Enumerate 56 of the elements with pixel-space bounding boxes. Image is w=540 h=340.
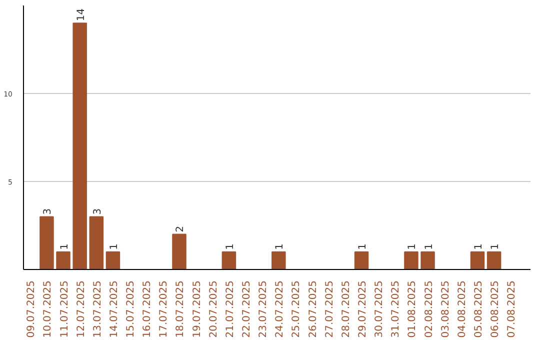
- data-label: 1: [224, 244, 236, 250]
- bar: [89, 216, 104, 270]
- x-tick-label: 04.08.2025: [456, 280, 468, 338]
- x-tick-label: 15.07.2025: [126, 280, 137, 338]
- x-tick-label: 06.08.2025: [490, 280, 502, 338]
- x-tick-label: 22.07.2025: [242, 280, 253, 338]
- data-label: 1: [490, 244, 502, 250]
- x-tick-label: 20.07.2025: [208, 280, 220, 338]
- data-label: 1: [59, 244, 70, 250]
- data-label: 1: [108, 244, 120, 250]
- x-tick-label: 05.08.2025: [473, 280, 484, 338]
- data-label: 1: [473, 244, 484, 250]
- x-tick-label: 30.07.2025: [374, 280, 386, 338]
- data-label: 1: [424, 244, 435, 250]
- x-tick-label: 16.07.2025: [142, 280, 154, 338]
- data-label: 2: [175, 226, 186, 232]
- x-tick-label: 02.08.2025: [424, 280, 435, 338]
- x-tick-label: 17.07.2025: [158, 280, 170, 338]
- x-tick-label: 03.08.2025: [440, 280, 452, 338]
- bar: [72, 22, 87, 270]
- x-tick-label: 31.07.2025: [390, 280, 402, 338]
- bar: [486, 251, 502, 270]
- x-tick-label: 26.07.2025: [308, 280, 319, 338]
- x-tick-label: 09.07.2025: [26, 280, 38, 338]
- x-tick-label: 13.07.2025: [92, 280, 104, 338]
- x-tick-label: 19.07.2025: [192, 280, 203, 338]
- x-tick-label: 25.07.2025: [291, 280, 302, 338]
- data-label: 1: [274, 244, 286, 250]
- x-tick-label: 01.08.2025: [407, 280, 418, 338]
- x-tick-label: 21.07.2025: [224, 280, 236, 338]
- bar: [40, 216, 54, 270]
- bar: [56, 251, 70, 270]
- bar: [354, 251, 369, 270]
- x-tick-label: 23.07.2025: [258, 280, 270, 338]
- bar: [172, 234, 186, 270]
- x-tick-label: 24.07.2025: [274, 280, 286, 338]
- x-tick-label: 10.07.2025: [42, 280, 54, 338]
- data-label: 14: [76, 8, 87, 22]
- bar: [222, 251, 236, 270]
- x-tick-label: 11.07.2025: [59, 280, 70, 338]
- bar: [404, 251, 418, 270]
- data-label: 1: [358, 244, 368, 250]
- data-label: 3: [42, 208, 54, 215]
- bar: [470, 251, 485, 270]
- x-tick-label: 29.07.2025: [358, 280, 368, 338]
- x-tick-label: 28.07.2025: [340, 280, 352, 338]
- x-tick-label: 27.07.2025: [324, 280, 336, 338]
- data-label: 1: [407, 244, 418, 250]
- bar: [272, 251, 286, 270]
- x-tick-label: 18.07.2025: [175, 280, 186, 338]
- bar: [420, 251, 435, 270]
- x-tick-label: 12.07.2025: [76, 280, 87, 338]
- data-label: 3: [92, 208, 104, 215]
- bar: [106, 251, 120, 270]
- x-tick-label: 14.07.2025: [108, 280, 120, 338]
- x-tick-label: 07.08.2025: [506, 280, 518, 338]
